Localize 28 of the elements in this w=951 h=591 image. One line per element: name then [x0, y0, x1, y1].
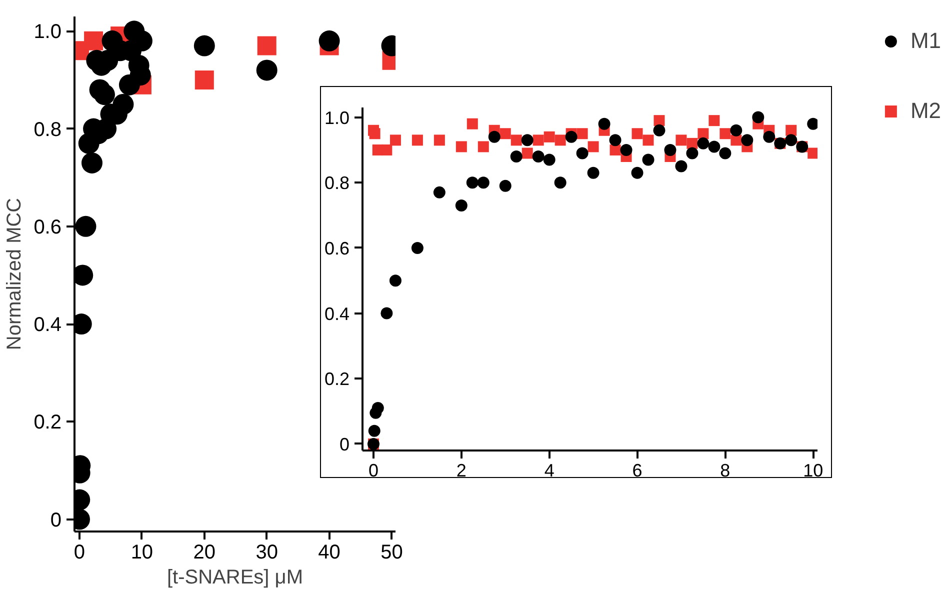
y-tick-label: 0.6 — [324, 238, 350, 258]
x-tick-label: 10 — [130, 542, 154, 564]
x-tick-label: 50 — [380, 542, 403, 564]
x-tick-label: 10 — [803, 460, 824, 480]
y-tick-label: 1.0 — [34, 21, 62, 44]
y-tick-label: 0 — [339, 434, 350, 454]
x-tick-label: 20 — [193, 542, 216, 564]
x-tick-label: 6 — [632, 460, 642, 480]
x-tick-label: 4 — [544, 460, 554, 480]
x-tick-label: 30 — [256, 542, 278, 564]
y-tick-label: 1.0 — [324, 108, 350, 128]
y-tick-label: 0 — [50, 509, 62, 532]
x-tick-label: 0 — [74, 542, 86, 564]
y-tick-label: 0.2 — [34, 412, 62, 434]
x-axis-title: [t-SNAREs] μM — [167, 566, 303, 588]
legend-label: M2 — [910, 98, 941, 124]
y-tick-label: 0.8 — [324, 173, 350, 194]
x-tick-label: 8 — [720, 460, 730, 480]
y-tick-label: 0.8 — [34, 118, 62, 141]
y-tick-label: 0.6 — [34, 216, 62, 238]
y-tick-label: 0.4 — [324, 304, 350, 324]
x-tick-label: 40 — [318, 542, 340, 564]
y-axis-title: Normalized MCC — [4, 198, 26, 350]
y-tick-label: 0.2 — [324, 369, 350, 390]
x-tick-label: 2 — [456, 460, 466, 480]
y-tick-label: 0.4 — [34, 314, 62, 336]
legend-label: M1 — [910, 28, 941, 54]
x-tick-label: 0 — [368, 460, 378, 480]
